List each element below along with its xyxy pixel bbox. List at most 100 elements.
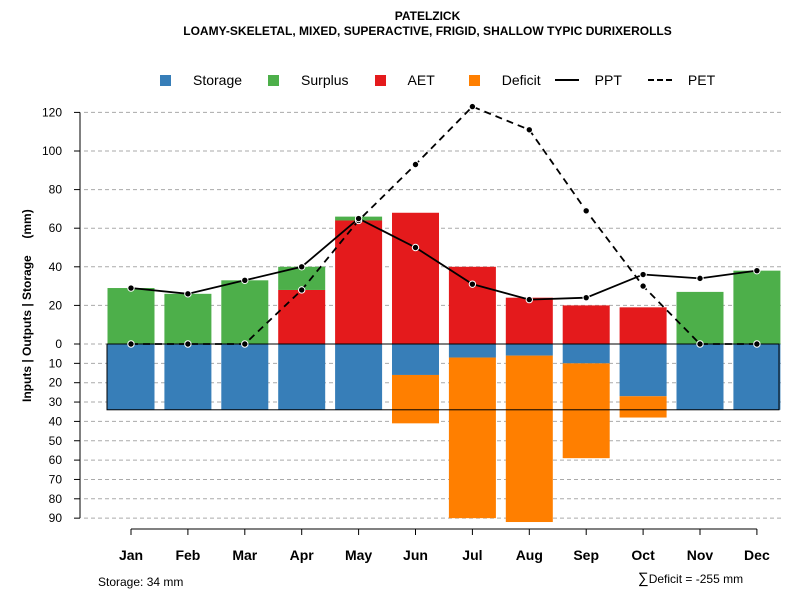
legend-swatch-storage [160,74,171,86]
legend-swatch-surplus [268,74,280,86]
point-ppt [298,263,306,271]
bar-storage [164,344,212,410]
y-axis-label: Inputs | Outputs | Storage (mm) [20,209,34,402]
bar-aet [392,212,439,344]
bar-surplus [676,291,724,344]
chart-title: PATELZICK [394,9,461,23]
point-pet [127,340,135,348]
point-pet [298,286,306,294]
legend-label-aet: AET [407,72,435,88]
bar-surplus [278,266,326,290]
x-tick-label: Feb [175,547,200,563]
storage-note: Storage: 34 mm [98,575,184,589]
bar-surplus [221,280,269,344]
storage-capacity-box [106,343,780,411]
legend-line-pet [647,79,672,81]
legend-label-surplus: Surplus [301,72,349,88]
legend-swatch-aet [374,74,386,86]
point-pet [241,340,249,348]
bar-storage [221,344,269,410]
point-ppt [582,293,590,302]
point-pet [582,207,590,215]
bar-storage [733,344,781,410]
deficit-note-text: Deficit = -255 mm [648,572,744,586]
point-ppt [411,243,420,252]
y-tick-label: 80 [49,183,63,197]
y-tick-label: 70 [49,472,63,486]
chart-subtitle: LOAMY-SKELETAL, MIXED, SUPERACTIVE, FRIG… [183,24,672,38]
x-tick-label: Jan [119,547,143,563]
legend: Storage Surplus AET Deficit PPT PET [160,70,741,90]
bar-storage [562,344,610,364]
point-ppt [525,295,533,304]
y-tick-label: 50 [49,434,63,448]
x-tick-label: Jul [462,547,482,563]
legend-swatch-deficit [468,74,480,86]
x-tick-label: Nov [687,547,714,563]
point-ppt [696,274,704,283]
x-tick-label: Oct [631,547,655,563]
x-tick-label: Aug [516,547,543,563]
bar-deficit [619,396,667,418]
line-pet [131,105,757,345]
bar-aet [619,307,667,344]
point-pet [184,340,192,348]
y-tick-label: 60 [49,453,63,467]
legend-label-ppt: PPT [594,72,622,88]
point-pet [639,282,647,290]
bar-storage [448,344,496,358]
point-ppt [184,290,192,298]
y-tick-label: 120 [42,105,62,119]
legend-item-pet: PET [647,72,741,88]
y-tick-label: 20 [49,376,63,390]
point-ppt [639,270,647,279]
point-pet [525,126,533,134]
point-pet [696,340,704,348]
point-pet [468,102,477,111]
bar-surplus [164,293,212,344]
bar-surplus [733,270,781,344]
legend-label-pet: PET [687,72,716,88]
point-ppt [241,276,249,285]
legend-item-aet: AET [374,72,469,88]
bar-aet [335,220,383,344]
legend-label-storage: Storage [193,72,243,88]
line-ppt [130,217,758,301]
x-tick-label: May [345,547,372,563]
legend-line-ppt [554,79,579,81]
point-ppt [468,280,477,288]
bar-storage [392,344,439,375]
y-tick-label: 10 [49,356,63,370]
bar-storage [505,344,553,356]
sigma-symbol: ∑ [638,570,649,587]
bar-storage [278,344,326,410]
point-ppt [354,214,363,223]
legend-item-ppt: PPT [554,72,648,88]
y-tick-label: 60 [49,221,63,235]
y-tick-label: 0 [55,337,62,351]
x-tick-label: Sep [573,547,599,563]
bar-surplus [107,288,155,344]
x-tick-label: Mar [232,547,257,563]
bar-storage [335,344,383,410]
bar-deficit [562,363,610,459]
bar-deficit [505,355,553,523]
legend-label-deficit: Deficit [501,72,541,88]
point-ppt [753,266,761,275]
y-tick-label: 40 [49,414,63,428]
legend-item-deficit: Deficit [468,72,555,88]
bar-deficit [448,357,496,519]
bar-aet [505,297,553,344]
point-pet [753,340,761,348]
y-tick-label: 40 [49,260,63,274]
y-tick-label: 90 [49,511,63,525]
deficit-note: ∑Deficit = -255 mm [638,570,743,587]
bar-aet [448,266,496,344]
point-ppt [127,284,135,292]
y-tick-label: 20 [49,298,63,312]
x-tick-label: Jun [403,547,428,563]
legend-item-storage: Storage [160,72,268,88]
point-pet [411,160,420,169]
x-tick-label: Apr [290,547,315,563]
